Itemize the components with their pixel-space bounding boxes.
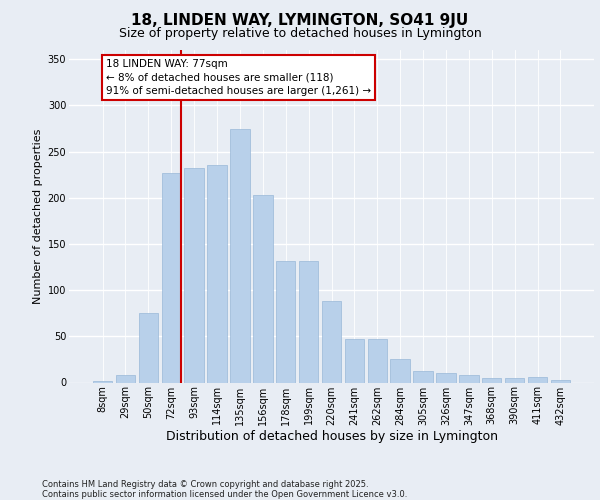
Bar bbox=[505, 378, 524, 382]
Bar bbox=[116, 375, 135, 382]
Text: 18, LINDEN WAY, LYMINGTON, SO41 9JU: 18, LINDEN WAY, LYMINGTON, SO41 9JU bbox=[131, 12, 469, 28]
Bar bbox=[276, 260, 295, 382]
Text: Contains HM Land Registry data © Crown copyright and database right 2025.
Contai: Contains HM Land Registry data © Crown c… bbox=[42, 480, 407, 499]
X-axis label: Distribution of detached houses by size in Lymington: Distribution of detached houses by size … bbox=[166, 430, 497, 443]
Bar bbox=[322, 301, 341, 382]
Bar bbox=[253, 195, 272, 382]
Bar bbox=[368, 339, 387, 382]
Bar bbox=[482, 378, 502, 382]
Bar bbox=[299, 260, 319, 382]
Bar bbox=[551, 380, 570, 382]
Text: Size of property relative to detached houses in Lymington: Size of property relative to detached ho… bbox=[119, 28, 481, 40]
Bar bbox=[161, 173, 181, 382]
Bar bbox=[413, 372, 433, 382]
Bar bbox=[436, 374, 455, 382]
Bar bbox=[528, 377, 547, 382]
Bar bbox=[230, 128, 250, 382]
Bar bbox=[208, 166, 227, 382]
Bar bbox=[184, 168, 204, 382]
Bar bbox=[139, 313, 158, 382]
Bar bbox=[344, 339, 364, 382]
Bar bbox=[93, 380, 112, 382]
Y-axis label: Number of detached properties: Number of detached properties bbox=[34, 128, 43, 304]
Text: 18 LINDEN WAY: 77sqm
← 8% of detached houses are smaller (118)
91% of semi-detac: 18 LINDEN WAY: 77sqm ← 8% of detached ho… bbox=[106, 59, 371, 96]
Bar bbox=[391, 360, 410, 382]
Bar bbox=[459, 375, 479, 382]
